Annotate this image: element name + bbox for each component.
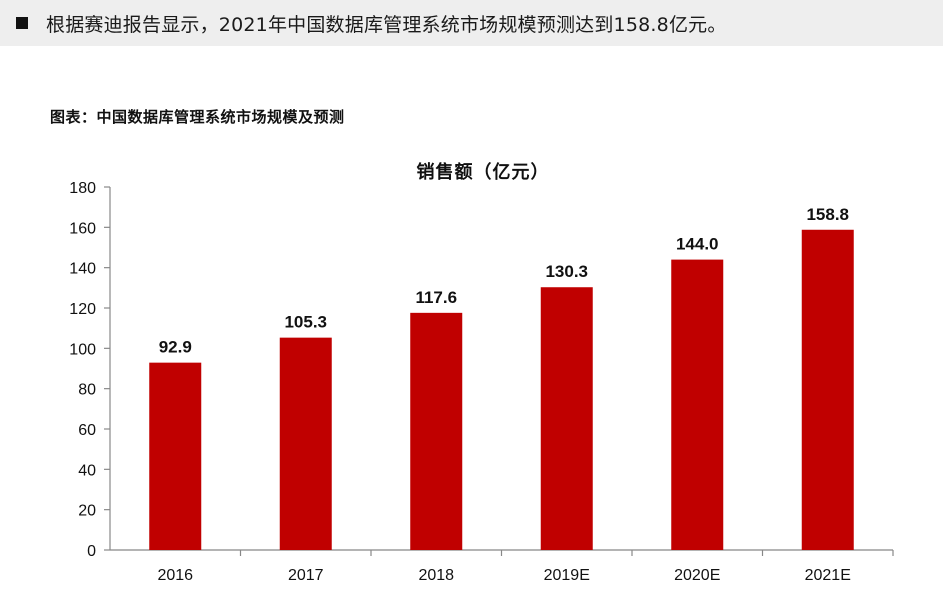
bar-value-label: 105.3 (284, 313, 327, 332)
y-tick-label: 20 (78, 503, 96, 520)
y-tick-label: 100 (69, 341, 96, 358)
x-tick-label: 2018 (418, 567, 454, 584)
value-labels: 92.9 105.3 117.6 130.3 144.0 158.8 (159, 205, 849, 357)
bar-value-label: 158.8 (806, 205, 849, 224)
bar (671, 259, 724, 550)
bars-group (149, 229, 854, 550)
chart-title: 销售额（亿元） (417, 161, 550, 183)
bar (801, 229, 854, 550)
bar-value-label: 130.3 (545, 262, 588, 281)
x-tick-label: 2021E (805, 567, 851, 584)
bar (279, 337, 332, 550)
bar (410, 312, 463, 550)
x-tick-label: 2016 (157, 567, 193, 584)
y-tick-label: 40 (78, 462, 96, 479)
y-axis-ticks: 0 20 40 60 80 100 120 140 160 180 (69, 180, 110, 560)
x-tick-label: 2020E (674, 567, 720, 584)
y-tick-label: 180 (69, 180, 96, 197)
summary-text: 根据赛迪报告显示，2021年中国数据库管理系统市场规模预测达到158.8亿元。 (46, 13, 727, 36)
square-bullet-icon (16, 17, 28, 29)
y-tick-label: 120 (69, 301, 96, 318)
bar-value-label: 144.0 (676, 235, 719, 254)
y-tick-label: 140 (69, 261, 96, 278)
summary-banner: 根据赛迪报告显示，2021年中国数据库管理系统市场规模预测达到158.8亿元。 (0, 0, 943, 46)
bar (149, 362, 202, 550)
x-tick-label: 2017 (288, 567, 324, 584)
y-tick-label: 160 (69, 220, 96, 237)
x-tick-label: 2019E (544, 567, 590, 584)
bar (540, 287, 593, 550)
bar-value-label: 117.6 (415, 288, 457, 307)
x-axis-labels: 2016 2017 2018 2019E 2020E 2021E (157, 550, 894, 584)
figure-caption: 图表：中国数据库管理系统市场规模及预测 (50, 108, 345, 126)
y-tick-label: 60 (78, 422, 96, 439)
y-tick-label: 0 (87, 543, 96, 560)
bar-value-label: 92.9 (159, 338, 192, 357)
y-tick-label: 80 (78, 382, 96, 399)
